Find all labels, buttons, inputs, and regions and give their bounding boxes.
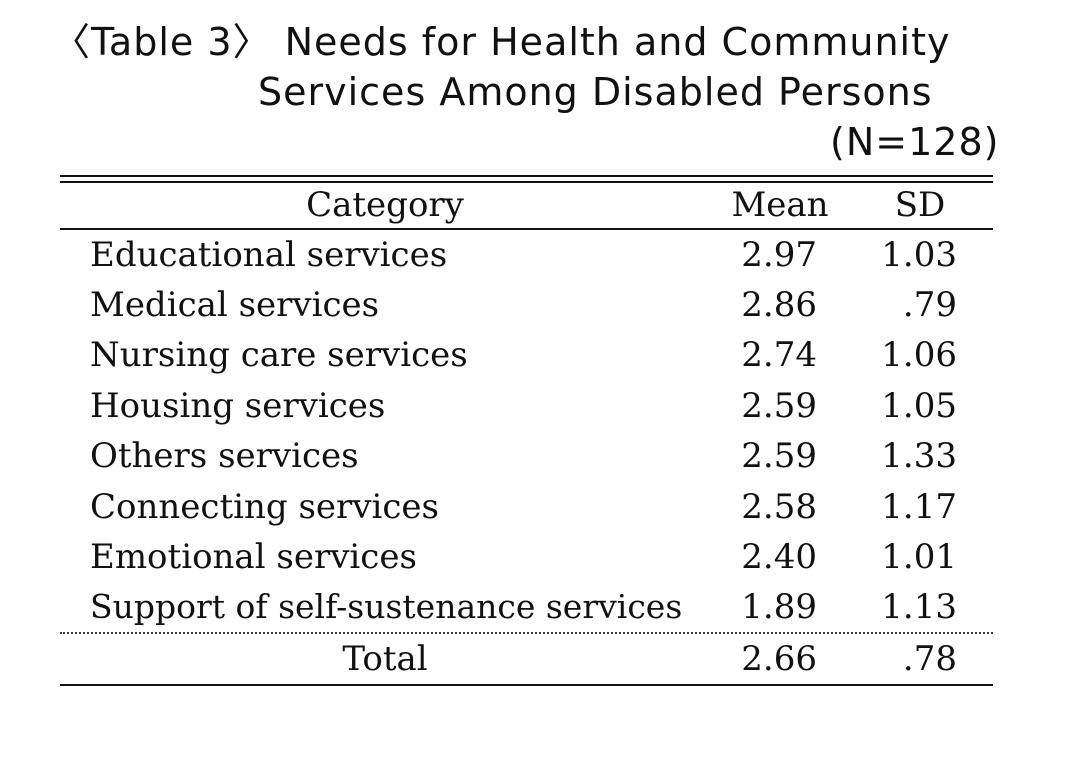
row-sd: 1.05: [881, 386, 957, 426]
row-category: Others services: [90, 436, 359, 476]
total-sd: .78: [902, 639, 957, 679]
row-mean: 2.40: [741, 537, 817, 577]
table-row: Connecting services 2.58 1.17: [60, 482, 993, 532]
bottom-rule: [60, 684, 993, 686]
row-mean: 2.59: [741, 386, 817, 426]
row-sd: .79: [902, 285, 957, 325]
header-category: Category: [306, 185, 464, 225]
row-category: Emotional services: [90, 537, 417, 577]
row-sd: 1.03: [881, 235, 957, 275]
table-total-row: Total 2.66 .78: [60, 634, 993, 684]
row-category: Nursing care services: [90, 335, 468, 375]
row-category: Support of self-sustenance services: [90, 587, 683, 626]
top-rule-inner: [60, 181, 993, 183]
row-sd: 1.13: [881, 587, 957, 627]
row-sd: 1.17: [881, 487, 957, 527]
row-category: Medical services: [90, 285, 380, 325]
total-mean: 2.66: [741, 639, 817, 679]
row-mean: 2.74: [741, 335, 817, 375]
table-row: Others services 2.59 1.33: [60, 431, 993, 481]
header-mean: Mean: [731, 185, 829, 225]
row-mean: 1.89: [741, 587, 817, 627]
top-rule-outer: [60, 175, 993, 177]
table-row: Medical services 2.86 .79: [60, 280, 993, 330]
header-rule: [60, 228, 993, 230]
table-row: Housing services 2.59 1.05: [60, 381, 993, 431]
row-sd: 1.33: [881, 436, 957, 476]
total-separator-dotted: [60, 632, 993, 634]
row-mean: 2.86: [741, 285, 817, 325]
row-sd: 1.01: [881, 537, 957, 577]
total-label: Total: [342, 639, 428, 679]
row-category: Connecting services: [90, 487, 439, 527]
table-caption-line-1: 〈Table 3〉 Needs for Health and Community: [52, 20, 951, 64]
row-category: Housing services: [90, 386, 386, 426]
table-row: Educational services 2.97 1.03: [60, 230, 993, 280]
table-row: Emotional services 2.40 1.01: [60, 532, 993, 582]
table-row: Nursing care services 2.74 1.06: [60, 330, 993, 380]
table-row: Support of self-sustenance services 1.89…: [60, 582, 993, 632]
row-category: Educational services: [90, 235, 448, 275]
row-mean: 2.59: [741, 436, 817, 476]
table-caption-line-2: Services Among Disabled Persons: [258, 70, 933, 114]
row-sd: 1.06: [881, 335, 957, 375]
sample-size-label: (N=128): [830, 120, 1000, 164]
header-sd: SD: [894, 185, 946, 225]
row-mean: 2.97: [741, 235, 817, 275]
row-mean: 2.58: [741, 487, 817, 527]
